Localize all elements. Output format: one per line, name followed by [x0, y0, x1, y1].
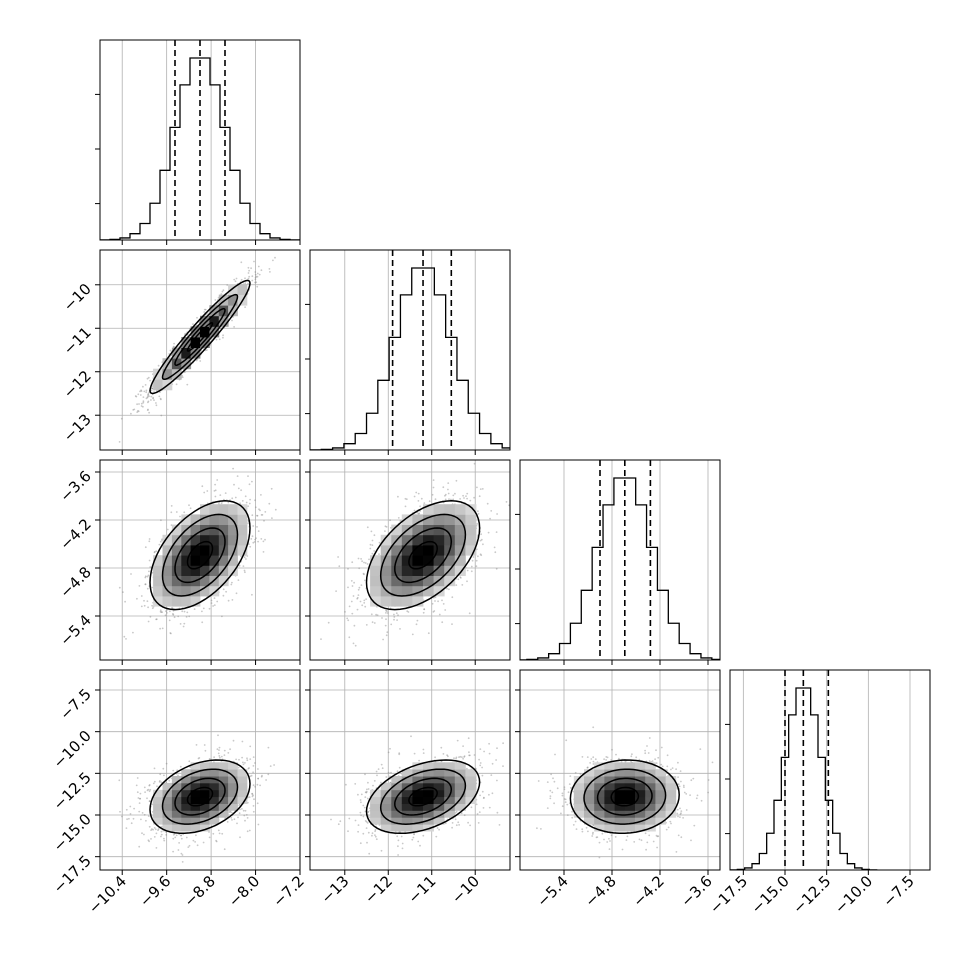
x-tick-label: −10.0: [831, 872, 876, 917]
contour-1-0-3: [149, 279, 251, 395]
contour-3-2-1: [596, 777, 653, 816]
contour-1-0-0: [186, 322, 214, 352]
panel-frame: [519, 459, 721, 661]
x-tick-label: −15.0: [748, 872, 793, 917]
contour-2-0-2: [161, 513, 239, 597]
contour-2-1-2: [379, 513, 467, 597]
contour-2-0-0: [186, 540, 214, 570]
histogram-3: [730, 687, 878, 870]
panel-frame: [99, 39, 301, 241]
histogram-1: [310, 267, 510, 450]
panel-frame: [99, 459, 301, 661]
x-tick-label: −5.4: [533, 872, 571, 910]
y-tick-label: −12.5: [50, 768, 95, 813]
panel-3-2: [515, 669, 721, 875]
x-tick-label: −8.8: [180, 872, 218, 910]
contour-1-0-1: [174, 307, 226, 366]
density-3-2: [573, 762, 677, 832]
contour-1-0-2: [161, 293, 239, 381]
contour-3-1-2: [379, 768, 467, 825]
x-tick-label: −13: [317, 872, 352, 907]
contour-2-1-3: [365, 500, 481, 611]
contour-3-2-3: [569, 759, 680, 835]
contour-2-1-1: [394, 527, 453, 584]
panel-frame: [519, 669, 721, 871]
histogram-2: [520, 477, 720, 660]
x-tick-label: −12.5: [789, 872, 834, 917]
panel-3-0: [95, 669, 301, 875]
panel-frame: [309, 249, 511, 451]
y-tick-label: −5.4: [56, 611, 94, 649]
contour-3-0-2: [161, 768, 239, 825]
density-3-0: [153, 762, 248, 832]
contour-3-1-3: [365, 759, 481, 835]
y-tick-label: −4.2: [56, 515, 94, 553]
x-tick-label: −10.4: [85, 872, 130, 917]
panel-2-2: [515, 459, 721, 665]
panel-frame: [309, 459, 511, 661]
panel-frame: [729, 669, 931, 871]
x-tick-label: −12: [361, 872, 396, 907]
contour-3-2-0: [610, 786, 640, 807]
contour-3-0-3: [149, 759, 251, 835]
density-1-0: [153, 284, 248, 391]
panel-3-3: [725, 669, 931, 875]
x-tick-label: −4.8: [581, 872, 619, 910]
contour-2-0-1: [174, 527, 226, 584]
y-tick-label: −11: [60, 323, 95, 358]
x-tick-label: −11: [404, 872, 439, 907]
y-tick-label: −4.8: [56, 563, 94, 601]
y-tick-label: −10.0: [50, 727, 95, 772]
x-tick-label: −8.0: [225, 872, 263, 910]
x-tick-label: −7.2: [269, 872, 307, 910]
y-tick-label: −15.0: [50, 810, 95, 855]
x-tick-label: −10: [448, 872, 483, 907]
contour-3-1-0: [408, 786, 438, 807]
y-tick-label: −17.5: [50, 852, 95, 897]
panel-frame: [309, 669, 511, 871]
x-tick-label: −9.6: [136, 872, 174, 910]
panel-2-1: [305, 459, 511, 665]
histogram-0: [100, 57, 300, 240]
panel-1-1: [305, 249, 511, 455]
y-tick-label: −12: [60, 367, 95, 402]
x-tick-label: −4.2: [629, 872, 667, 910]
x-tick-label: −17.5: [706, 872, 751, 917]
contour-3-1-1: [394, 777, 453, 816]
y-tick-label: −13: [60, 410, 95, 445]
contour-2-1-0: [408, 540, 438, 570]
contour-3-2-2: [583, 768, 667, 825]
panel-2-0: [95, 459, 301, 665]
y-tick-label: −3.6: [56, 467, 94, 505]
panel-frame: [99, 669, 301, 871]
y-tick-label: −7.5: [56, 685, 94, 723]
panel-0-0: [95, 39, 301, 245]
panel-1-0: [95, 249, 301, 455]
contour-2-0-3: [149, 500, 251, 611]
panel-frame: [99, 249, 301, 451]
contour-3-0-0: [186, 786, 214, 807]
contour-3-0-1: [174, 777, 226, 816]
y-tick-label: −10: [60, 280, 95, 315]
x-tick-label: −7.5: [879, 872, 917, 910]
panel-3-1: [305, 669, 511, 875]
